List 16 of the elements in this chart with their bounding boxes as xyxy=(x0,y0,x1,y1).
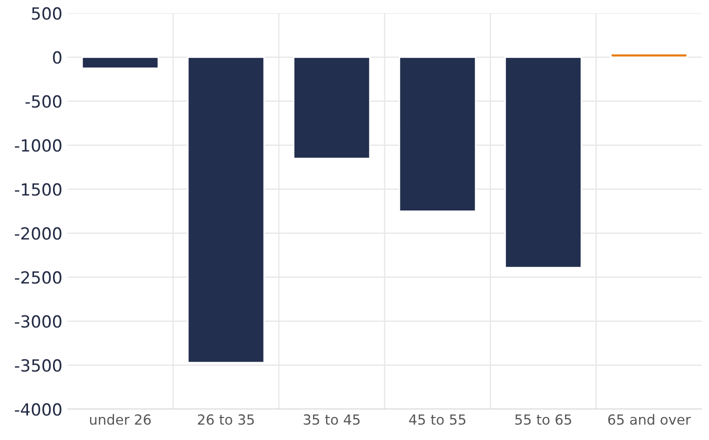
y-tick-label: 500 xyxy=(32,7,62,20)
y-tick-label: -1000 xyxy=(14,139,62,152)
y-tick-label: -500 xyxy=(25,95,62,108)
y-tick-label: -2000 xyxy=(14,227,62,240)
y-tick-label: -4000 xyxy=(14,403,62,416)
y-tick-label: -3000 xyxy=(14,315,62,328)
x-tick-label: 35 to 45 xyxy=(304,414,360,425)
x-tick-label: 26 to 35 xyxy=(198,414,254,425)
y-tick-label: -1500 xyxy=(14,183,62,196)
y-tick-label: -2500 xyxy=(14,271,62,284)
x-tick-label: 55 to 65 xyxy=(515,414,572,425)
y-tick-label: 0 xyxy=(52,51,62,64)
x-tick-label: under 26 xyxy=(90,414,151,425)
x-tick-label: 65 and over xyxy=(608,414,691,425)
y-tick-label: -3500 xyxy=(14,359,62,372)
x-tick-label: 45 to 55 xyxy=(409,414,466,425)
